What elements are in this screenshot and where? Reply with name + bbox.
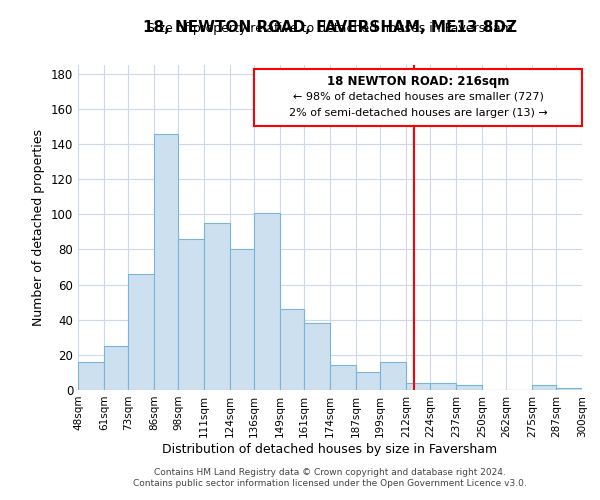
Text: 18, NEWTON ROAD, FAVERSHAM, ME13 8DZ: 18, NEWTON ROAD, FAVERSHAM, ME13 8DZ xyxy=(143,20,517,35)
Bar xyxy=(304,323,330,390)
Bar xyxy=(330,366,356,390)
Text: 18 NEWTON ROAD: 216sqm: 18 NEWTON ROAD: 216sqm xyxy=(327,75,509,88)
Bar xyxy=(104,346,128,390)
Bar xyxy=(280,309,304,390)
Bar xyxy=(532,384,556,390)
Bar xyxy=(128,274,154,390)
Bar xyxy=(254,212,280,390)
Bar xyxy=(406,383,430,390)
Bar xyxy=(230,250,254,390)
Bar xyxy=(154,134,178,390)
Title: Size of property relative to detached houses in Faversham: Size of property relative to detached ho… xyxy=(147,22,513,35)
Bar xyxy=(430,383,456,390)
Bar xyxy=(556,388,582,390)
X-axis label: Distribution of detached houses by size in Faversham: Distribution of detached houses by size … xyxy=(163,442,497,456)
Text: ← 98% of detached houses are smaller (727): ← 98% of detached houses are smaller (72… xyxy=(293,92,544,102)
Bar xyxy=(456,384,482,390)
Bar xyxy=(380,362,406,390)
Text: Contains HM Land Registry data © Crown copyright and database right 2024.
Contai: Contains HM Land Registry data © Crown c… xyxy=(133,468,527,487)
Bar xyxy=(204,223,230,390)
Bar xyxy=(254,68,582,126)
Y-axis label: Number of detached properties: Number of detached properties xyxy=(32,129,45,326)
Bar xyxy=(356,372,380,390)
Bar xyxy=(178,239,204,390)
Text: 2% of semi-detached houses are larger (13) →: 2% of semi-detached houses are larger (1… xyxy=(289,108,547,118)
Bar xyxy=(78,362,104,390)
